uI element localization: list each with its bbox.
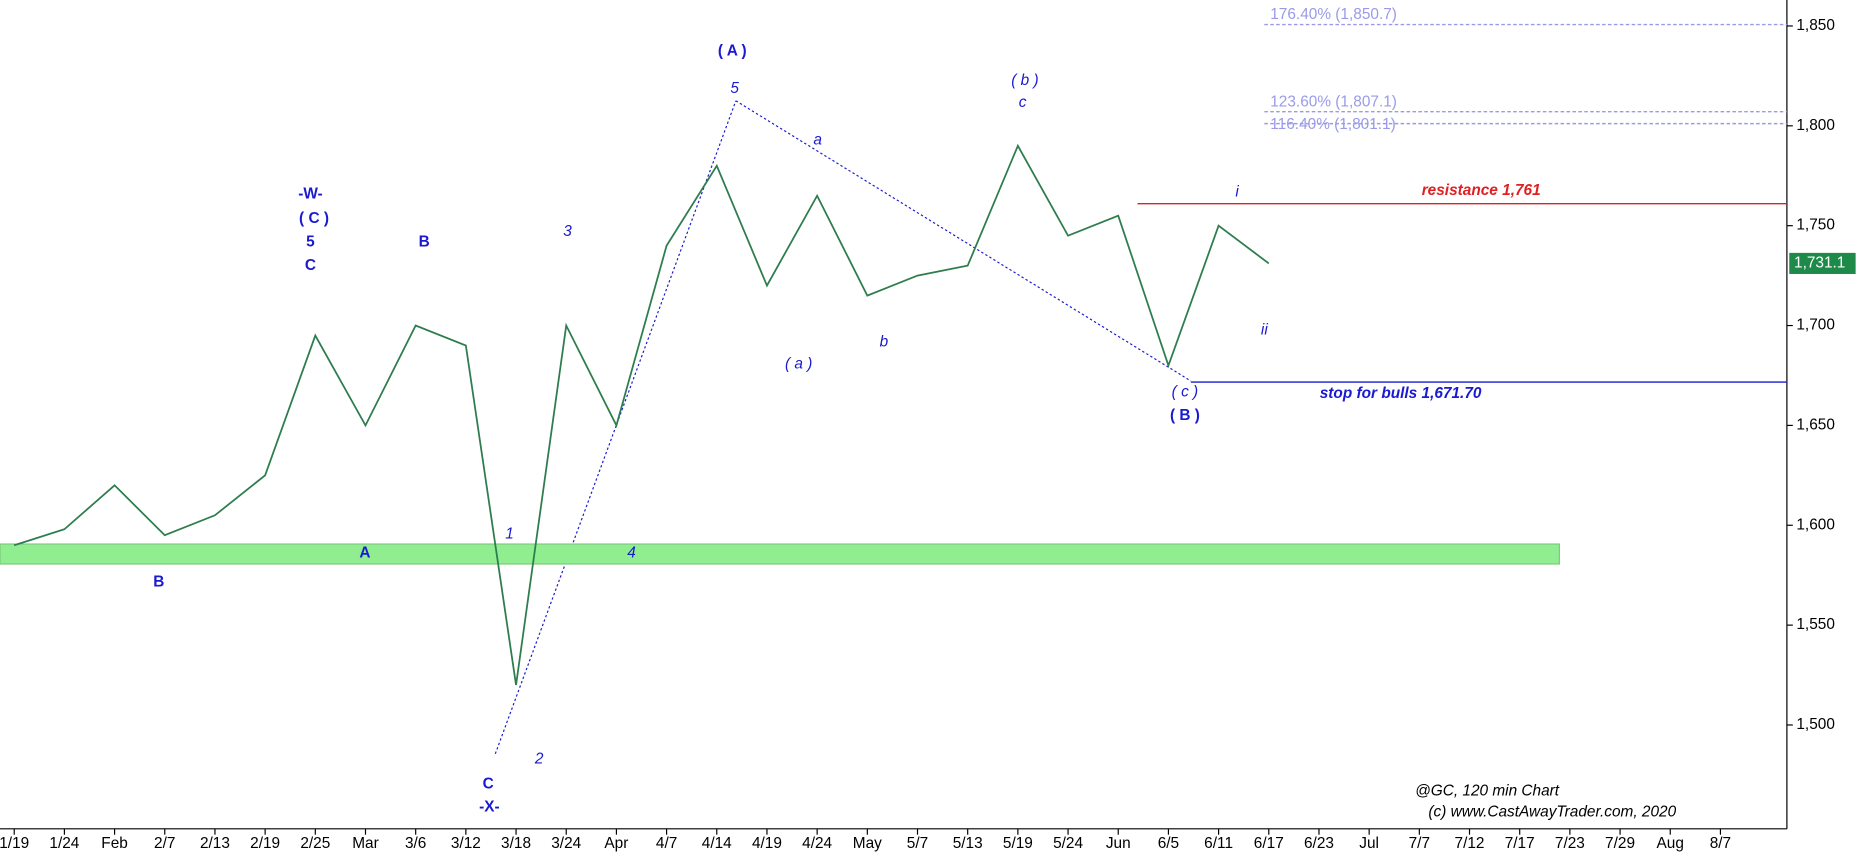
level-label: 116.40% (1,801.1) xyxy=(1270,116,1396,133)
x-tick-label: 3/12 xyxy=(451,835,481,852)
last-price-tag xyxy=(1789,252,1856,274)
wave-label: 3 xyxy=(563,223,572,240)
y-tick-label: 1,700 xyxy=(1796,317,1835,334)
x-tick-label: 1/24 xyxy=(49,835,79,852)
x-tick-label: 6/17 xyxy=(1254,835,1284,852)
x-tick-label: 7/17 xyxy=(1505,835,1535,852)
x-tick-label: 4/19 xyxy=(752,835,782,852)
wave-label: ( B ) xyxy=(1170,407,1200,424)
x-tick-label: Aug xyxy=(1657,835,1684,852)
x-tick-label: 2/7 xyxy=(154,835,175,852)
x-tick-label: 2/25 xyxy=(300,835,330,852)
wave-label: B xyxy=(153,574,164,591)
wave-trendline xyxy=(735,100,1192,382)
wave-label: ( C ) xyxy=(299,210,329,227)
last-price-label: 1,731.1 xyxy=(1794,255,1845,272)
wave-label: b xyxy=(880,333,889,350)
x-tick-label: 1/19 xyxy=(0,835,29,852)
x-tick-label: 5/24 xyxy=(1053,835,1083,852)
wave-label: 5 xyxy=(730,80,739,97)
x-tick-label: Mar xyxy=(352,835,379,852)
x-tick-label: 7/7 xyxy=(1409,835,1430,852)
x-tick-label: 6/5 xyxy=(1158,835,1179,852)
y-tick-label: 1,800 xyxy=(1796,117,1835,134)
wave-label: a xyxy=(813,132,822,149)
wave-label: -X- xyxy=(479,799,500,816)
x-tick-label: Jun xyxy=(1106,835,1131,852)
wave-label: ( b ) xyxy=(1011,72,1038,89)
wave-label: -W- xyxy=(298,186,322,203)
x-tick-label: 4/24 xyxy=(802,835,832,852)
x-tick-label: May xyxy=(853,835,882,852)
x-tick-label: 7/12 xyxy=(1455,835,1485,852)
x-tick-label: 4/14 xyxy=(702,835,732,852)
y-tick-label: 1,500 xyxy=(1796,716,1835,733)
wave-label: 2 xyxy=(534,751,544,768)
x-tick-label: Apr xyxy=(604,835,628,852)
level-label: 176.40% (1,850.7) xyxy=(1270,6,1397,23)
x-tick-label: 7/29 xyxy=(1605,835,1635,852)
x-tick-label: 7/23 xyxy=(1555,835,1585,852)
price-line xyxy=(13,143,1270,686)
support-zone xyxy=(0,543,1560,565)
x-tick-label: 5/7 xyxy=(907,835,928,852)
y-tick-label: 1,600 xyxy=(1796,516,1835,533)
x-tick-label: 3/6 xyxy=(405,835,426,852)
x-tick-label: 6/23 xyxy=(1304,835,1334,852)
wave-label: c xyxy=(1019,94,1027,111)
x-tick-label: 6/11 xyxy=(1204,835,1233,852)
y-tick-label: 1,550 xyxy=(1796,616,1835,633)
y-tick-label: 1,850 xyxy=(1796,17,1835,34)
wave-label: B xyxy=(419,234,430,251)
wave-label: ii xyxy=(1261,322,1268,339)
wave-label: C xyxy=(305,257,316,274)
x-tick-label: Feb xyxy=(101,835,128,852)
wave-label: 4 xyxy=(627,544,636,561)
wave-label: C xyxy=(483,775,494,792)
x-tick-label: 2/13 xyxy=(200,835,230,852)
wave-label: i xyxy=(1235,183,1239,200)
x-tick-label: 8/7 xyxy=(1710,835,1731,852)
level-label: resistance 1,761 xyxy=(1422,182,1541,199)
level-label: 123.60% (1,807.1) xyxy=(1270,93,1397,110)
wave-label: ( c ) xyxy=(1172,384,1199,401)
level-label: stop for bulls 1,671.70 xyxy=(1320,385,1482,402)
x-tick-label: 3/24 xyxy=(551,835,581,852)
wave-label: ( a ) xyxy=(785,356,812,373)
y-tick-label: 1,650 xyxy=(1796,416,1835,433)
x-tick-label: 2/19 xyxy=(250,835,280,852)
chart-credit: @GC, 120 min Chart xyxy=(1415,782,1560,799)
wave-label: 5 xyxy=(306,234,315,251)
y-tick-label: 1,750 xyxy=(1796,217,1835,234)
x-tick-label: 5/19 xyxy=(1003,835,1033,852)
chart-credit: (c) www.CastAwayTrader.com, 2020 xyxy=(1428,804,1676,821)
x-tick-label: 5/13 xyxy=(953,835,983,852)
wave-label: A xyxy=(359,544,370,561)
x-tick-label: 4/7 xyxy=(656,835,677,852)
wave-trendline xyxy=(494,100,737,755)
wave-label: ( A ) xyxy=(718,43,747,60)
x-tick-label: Jul xyxy=(1359,835,1379,852)
wave-label: 1 xyxy=(505,526,514,543)
x-tick-label: 3/18 xyxy=(501,835,531,852)
